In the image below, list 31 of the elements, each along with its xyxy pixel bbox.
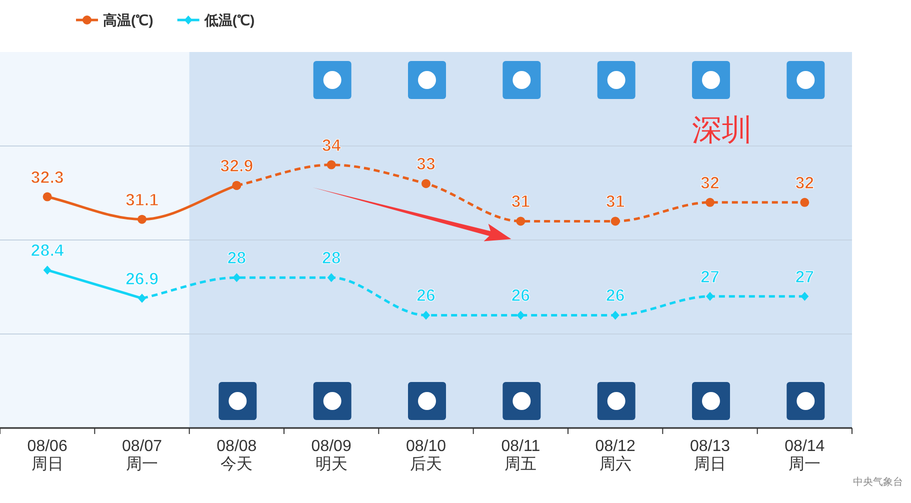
x-tick-label: 08/07 周一 xyxy=(122,438,162,473)
x-tick-label: 08/06 周日 xyxy=(27,438,68,473)
data-label: 31 xyxy=(606,192,625,212)
data-label: 26 xyxy=(606,286,625,306)
data-label: 27 xyxy=(700,267,720,286)
annotation: 深圳 xyxy=(692,114,752,147)
x-tick-label: 08/11 周五 xyxy=(501,438,540,473)
data-label: 32.9 xyxy=(220,156,254,176)
x-tick-label: 08/12 周六 xyxy=(595,438,636,473)
x-tick-label: 08/13 周日 xyxy=(690,438,730,473)
legend-label: 高温(℃) xyxy=(103,12,154,28)
data-label: 32.3 xyxy=(30,168,64,187)
text: 中央气象台 xyxy=(853,476,903,488)
x-tick-label: 08/10 后天 xyxy=(406,438,446,473)
data-label: 27 xyxy=(795,267,814,286)
x-tick-label: 08/08 今天 xyxy=(216,438,257,473)
legend-label: 低温(℃) xyxy=(203,12,255,28)
x-tick-label: 08/09 明天 xyxy=(311,438,352,473)
data-label: 26 xyxy=(511,286,530,306)
data-label: 28 xyxy=(227,248,246,268)
data-label: 28.4 xyxy=(30,241,64,260)
data-label: 32 xyxy=(795,173,814,192)
data-label: 26.9 xyxy=(125,269,159,288)
data-label: 31 xyxy=(511,192,530,212)
data-label: 34 xyxy=(322,136,342,155)
data-label: 28 xyxy=(322,248,341,268)
data-label: 26 xyxy=(416,286,436,306)
x-tick-label: 08/14 周一 xyxy=(784,438,825,473)
data-label: 32 xyxy=(700,173,720,192)
data-label: 31.1 xyxy=(125,190,159,210)
data-label: 33 xyxy=(416,154,436,174)
